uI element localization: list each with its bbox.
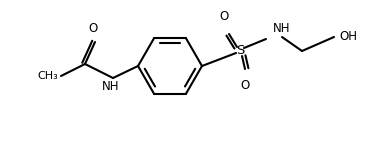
Text: S: S: [236, 44, 244, 57]
Text: NH: NH: [102, 80, 120, 93]
Text: OH: OH: [339, 30, 357, 42]
Text: O: O: [240, 79, 250, 92]
Text: NH: NH: [273, 22, 290, 35]
Text: O: O: [88, 22, 98, 35]
Text: O: O: [219, 10, 229, 23]
Text: CH₃: CH₃: [37, 71, 58, 81]
